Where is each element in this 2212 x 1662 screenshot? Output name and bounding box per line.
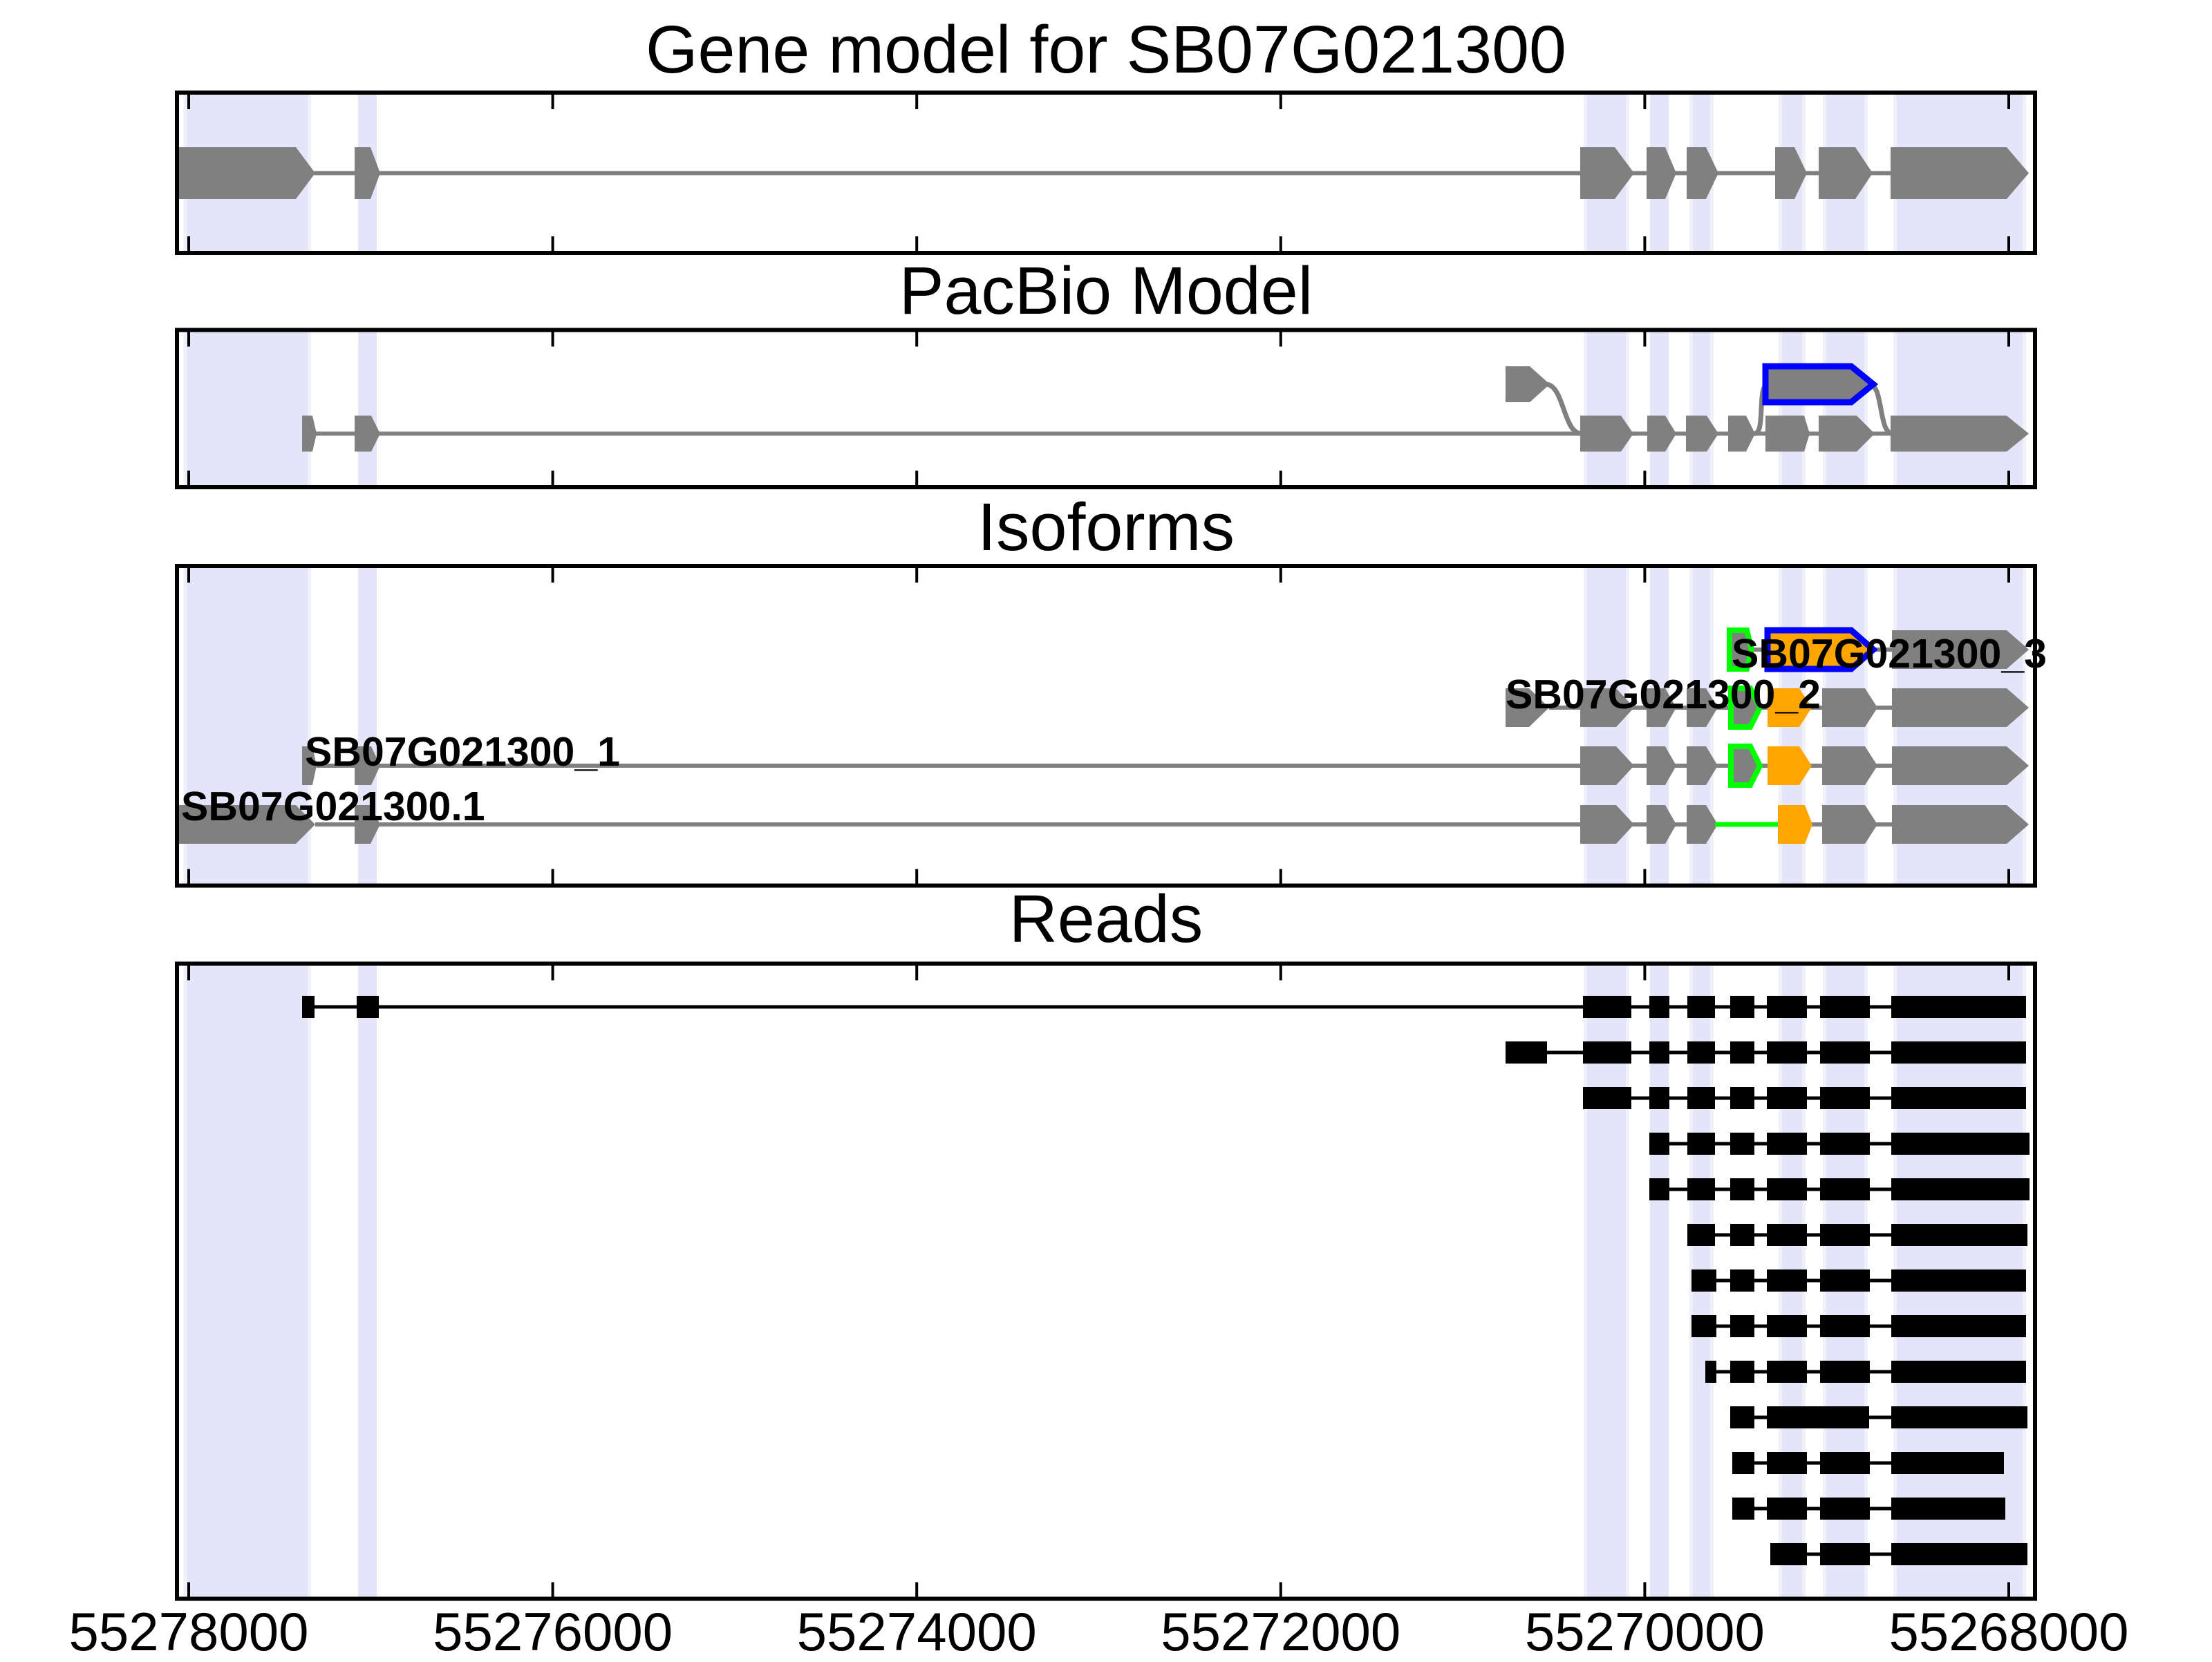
svg-text:55278000: 55278000 xyxy=(68,1601,308,1659)
svg-text:55272000: 55272000 xyxy=(1161,1601,1400,1659)
svg-text:55276000: 55276000 xyxy=(433,1601,673,1659)
svg-text:Reads: Reads xyxy=(1009,881,1203,956)
svg-text:SB07G021300.1: SB07G021300.1 xyxy=(181,784,485,829)
svg-text:55274000: 55274000 xyxy=(797,1601,1037,1659)
svg-text:SB07G021300_2: SB07G021300_2 xyxy=(1506,672,1821,717)
svg-text:SB07G021300_3: SB07G021300_3 xyxy=(1732,631,2047,677)
svg-text:55270000: 55270000 xyxy=(1525,1601,1765,1659)
svg-text:55268000: 55268000 xyxy=(1888,1601,2128,1659)
svg-text:PacBio Model: PacBio Model xyxy=(899,253,1313,328)
svg-text:Gene model for SB07G021300: Gene model for SB07G021300 xyxy=(646,12,1566,87)
svg-text:SB07G021300_1: SB07G021300_1 xyxy=(305,729,620,775)
svg-text:Isoforms: Isoforms xyxy=(977,489,1235,565)
